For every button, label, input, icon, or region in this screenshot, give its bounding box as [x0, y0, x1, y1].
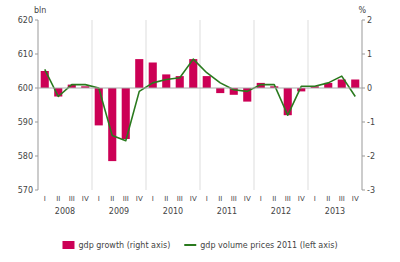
x-tick-label: II [110, 195, 114, 203]
legend-swatch [62, 241, 74, 249]
y2-tick [362, 20, 365, 21]
group-separator [254, 20, 255, 190]
x-tick-label: I [260, 195, 262, 203]
marks [41, 59, 360, 161]
x-tick-label: III [69, 195, 75, 203]
year-label: 2008 [55, 207, 75, 216]
y-tick-label: 570 [18, 186, 33, 195]
y-tick [35, 156, 38, 157]
bar [351, 80, 359, 89]
year-label: 2009 [109, 207, 129, 216]
y2-tick-label: -2 [367, 152, 375, 161]
x-tick-label: II [56, 195, 60, 203]
x-tick-label: I [152, 195, 154, 203]
legend: gdp growth (right axis) gdp volume prices… [62, 241, 337, 250]
x-tick-label: III [177, 195, 183, 203]
y2-tick [362, 190, 365, 191]
group-separator [200, 20, 201, 190]
year-label: 2011 [217, 207, 237, 216]
x-tick-label: I [98, 195, 100, 203]
x-tick-label: II [326, 195, 330, 203]
line [45, 59, 356, 141]
y-tick-label: 610 [18, 50, 33, 59]
y-tick-label: 580 [18, 152, 33, 161]
x-tick-label: IV [244, 195, 251, 203]
y-axis-line [38, 20, 39, 190]
x-tick-label: II [164, 195, 168, 203]
y2-tick-label: -1 [367, 118, 375, 127]
y-tick [35, 20, 38, 21]
bar [284, 88, 292, 115]
x-tick-label: IV [298, 195, 305, 203]
y-axis-label: bln [34, 6, 46, 15]
x-tick-label: IV [190, 195, 197, 203]
bar [135, 59, 143, 88]
group-separator [308, 20, 309, 190]
bar [95, 88, 103, 125]
y2-tick [362, 54, 365, 55]
y-tick [35, 54, 38, 55]
legend-label: gdp growth (right axis) [78, 241, 170, 250]
y2-axis-label: % [358, 6, 366, 15]
legend-label: gdp volume prices 2011 (left axis) [200, 241, 337, 250]
x-tick-label: IV [136, 195, 143, 203]
y2-tick [362, 122, 365, 123]
y-tick-label: 600 [18, 84, 33, 93]
x-tick-label: III [123, 195, 129, 203]
y-tick [35, 88, 38, 89]
y-tick-label: 590 [18, 118, 33, 127]
legend-item: gdp volume prices 2011 (left axis) [184, 241, 337, 250]
group-separator [92, 20, 93, 190]
y2-tick [362, 88, 365, 89]
legend-swatch [184, 244, 196, 246]
legend-item: gdp growth (right axis) [62, 241, 170, 250]
y2-tick-label: 0 [367, 84, 372, 93]
x-tick-label: I [206, 195, 208, 203]
y2-tick [362, 156, 365, 157]
y2-tick-label: 1 [367, 50, 372, 59]
x-tick-label: IV [352, 195, 359, 203]
bar [216, 88, 224, 93]
y-tick [35, 122, 38, 123]
x-tick-label: III [285, 195, 291, 203]
x-tick-label: I [314, 195, 316, 203]
x-tick-label: IV [82, 195, 89, 203]
year-label: 2010 [163, 207, 183, 216]
x-tick-label: III [231, 195, 237, 203]
y-tick [35, 190, 38, 191]
chart: 570580590600610620-3-2-1012bln%IIIIIIIVI… [0, 0, 400, 262]
x-tick-label: I [44, 195, 46, 203]
year-label: 2012 [271, 207, 291, 216]
group-separator [146, 20, 147, 190]
y2-tick-label: 2 [367, 16, 372, 25]
x-tick-label: II [218, 195, 222, 203]
bar [203, 76, 211, 88]
y-tick-label: 620 [18, 16, 33, 25]
y2-tick-label: -3 [367, 186, 375, 195]
year-label: 2013 [325, 207, 345, 216]
x-tick-label: III [339, 195, 345, 203]
x-tick-label: II [272, 195, 276, 203]
bar [162, 74, 170, 88]
y2-axis-line [362, 20, 363, 190]
baseline [38, 88, 362, 89]
